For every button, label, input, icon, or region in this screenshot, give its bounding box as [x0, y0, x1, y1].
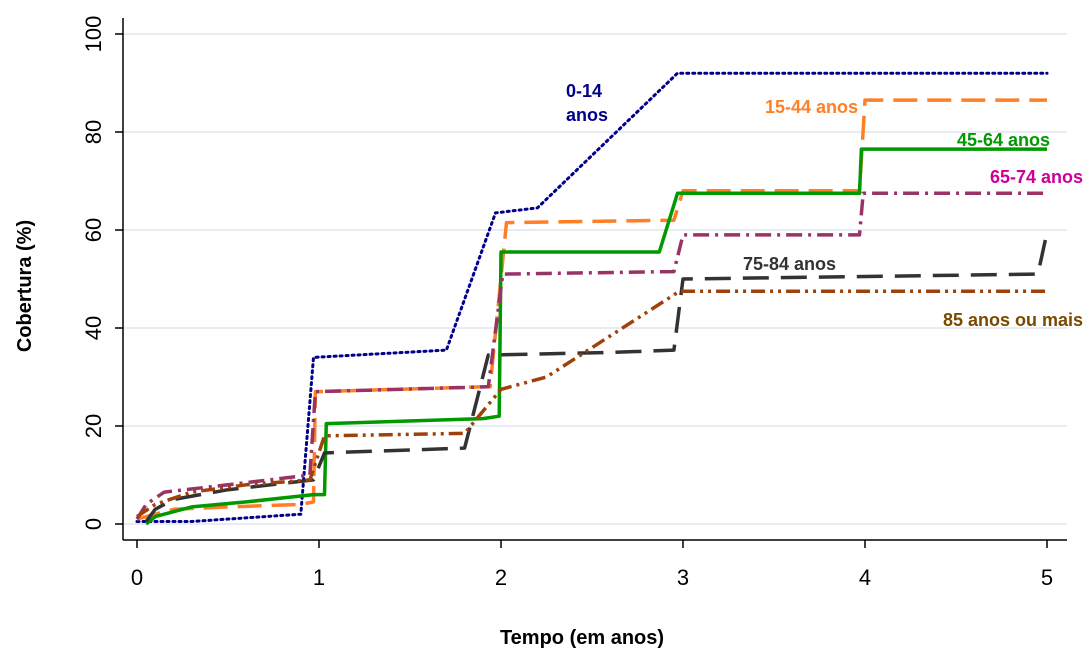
series-group	[135, 71, 1049, 526]
x-tick-label: 5	[1041, 565, 1053, 590]
series-labels: 0-14 anos 15-44 anos 45-64 anos 65-74 anos 75…	[566, 81, 1083, 330]
series-label-line: 45-64 anos	[957, 130, 1050, 150]
series-label-line: 0-14	[566, 81, 602, 101]
series-line-65-74-anos	[135, 191, 1047, 521]
series-label-85-anos-ou-mais: 85 anos ou mais	[943, 310, 1083, 330]
series-label-line: 75-84 anos	[743, 254, 836, 274]
y-tick-label: 0	[81, 518, 106, 530]
series-line-15-44-anos	[136, 98, 1047, 521]
x-axis-title: Tempo (em anos)	[500, 627, 664, 649]
series-label-45-64-anos: 45-64 anos	[957, 130, 1050, 150]
y-tick-label: 40	[81, 316, 106, 340]
series-label-line: 85 anos ou mais	[943, 310, 1083, 330]
y-axis-title: Cobertura (%)	[14, 220, 36, 352]
axes: 0 20 40 60 80 100 0 1 2 3 4 5	[81, 16, 1067, 590]
series-line-85-anos-ou-mais	[136, 289, 1047, 519]
series-line-75-84-anos	[144, 232, 1049, 523]
y-tick-label: 60	[81, 218, 106, 242]
y-tick-label: 20	[81, 414, 106, 438]
series-label-75-84-anos: 75-84 anos	[743, 254, 836, 274]
series-label-line: anos	[566, 105, 608, 125]
y-tick-label: 100	[81, 16, 106, 53]
x-tick-label: 4	[859, 565, 871, 590]
series-label-line: 65-74 anos	[990, 167, 1083, 187]
series-label-65-74-anos: 65-74 anos	[990, 167, 1083, 187]
x-tick-label: 0	[131, 565, 143, 590]
series-line-0-14-anos	[135, 71, 1049, 523]
series-label-line: 15-44 anos	[765, 97, 858, 117]
series-line-45-64-anos	[144, 147, 1047, 526]
gridlines	[123, 33, 1067, 525]
x-tick-label: 2	[495, 565, 507, 590]
x-tick-label: 1	[313, 565, 325, 590]
series-label-0-14-anos: 0-14 anos	[566, 81, 608, 125]
y-tick-label: 80	[81, 120, 106, 144]
x-tick-label: 3	[677, 565, 689, 590]
series-label-15-44-anos: 15-44 anos	[765, 97, 858, 117]
